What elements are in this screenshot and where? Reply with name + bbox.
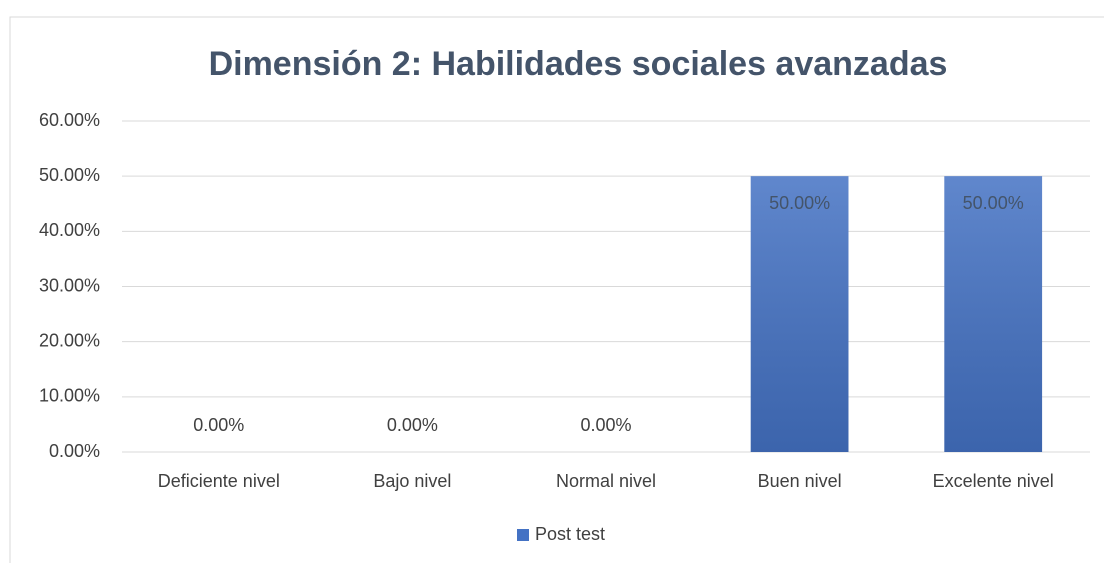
data-label: 0.00%	[387, 415, 438, 435]
x-tick-label: Deficiente nivel	[158, 471, 280, 491]
y-tick-label: 0.00%	[49, 441, 100, 461]
x-tick-label: Excelente nivel	[933, 471, 1054, 491]
y-tick-label: 40.00%	[39, 220, 100, 240]
y-tick-label: 60.00%	[39, 110, 100, 130]
bar-shade	[944, 176, 1043, 452]
y-tick-label: 30.00%	[39, 275, 100, 295]
data-label: 0.00%	[580, 415, 631, 435]
y-tick-label: 20.00%	[39, 330, 100, 350]
legend-label: Post test	[535, 524, 605, 544]
chart-title: Dimensión 2: Habilidades sociales avanza…	[209, 45, 948, 83]
x-tick-label: Bajo nivel	[373, 471, 451, 491]
data-label: 50.00%	[769, 193, 830, 213]
y-tick-label: 50.00%	[39, 165, 100, 185]
data-label: 50.00%	[963, 193, 1024, 213]
x-tick-label: Normal nivel	[556, 471, 656, 491]
data-label: 0.00%	[193, 415, 244, 435]
chart-border	[9, 16, 1104, 563]
y-tick-label: 10.00%	[39, 386, 100, 406]
x-tick-label: Buen nivel	[758, 471, 842, 491]
legend-swatch	[517, 529, 529, 541]
bar-shade	[750, 176, 849, 452]
